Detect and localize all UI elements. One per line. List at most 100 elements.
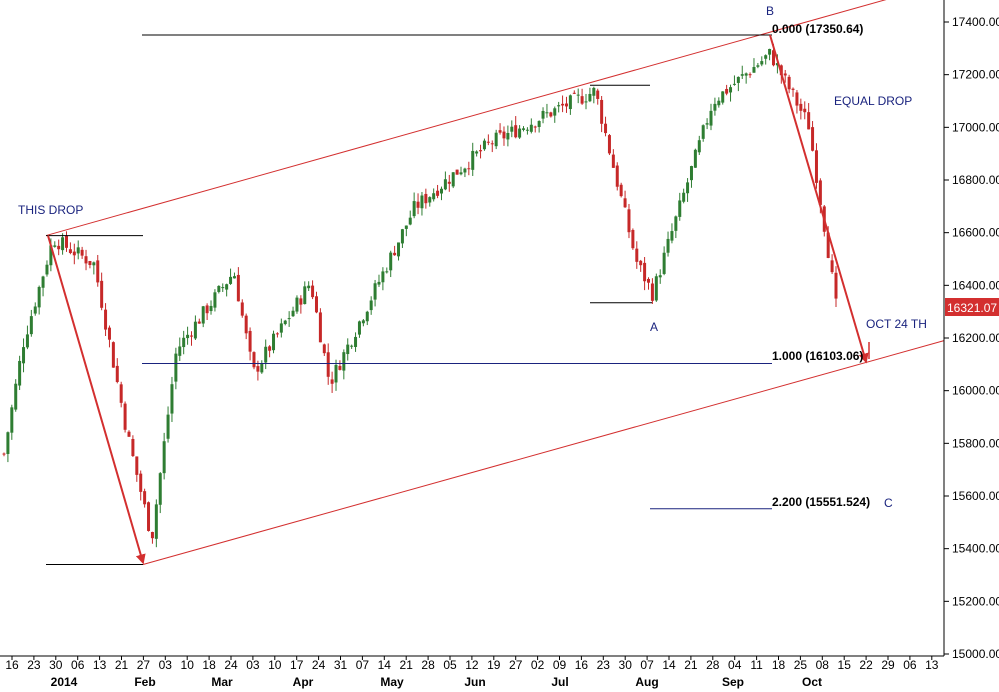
candle-body bbox=[647, 278, 651, 283]
plot-background bbox=[0, 0, 944, 656]
lower-channel-line bbox=[142, 340, 945, 565]
x-tick-label: 06 bbox=[71, 658, 85, 672]
candle-body bbox=[72, 251, 76, 256]
x-tick-label: 02 bbox=[531, 658, 545, 672]
candle-body bbox=[119, 384, 123, 403]
candle-body bbox=[752, 67, 756, 73]
candle-body bbox=[627, 209, 631, 233]
candle-body bbox=[334, 364, 338, 383]
fib-1-label: 1.000 (16103.06) bbox=[772, 349, 863, 363]
candle-body bbox=[572, 92, 576, 94]
candle-body bbox=[397, 242, 401, 257]
candle-body bbox=[420, 195, 424, 209]
candle-body bbox=[482, 140, 486, 150]
candle-body bbox=[408, 217, 412, 225]
y-tick-label: 15000.00 bbox=[952, 647, 999, 661]
candle-body bbox=[330, 379, 334, 384]
candle-body bbox=[275, 333, 279, 335]
candle-body bbox=[494, 132, 498, 147]
candle-body bbox=[154, 504, 158, 539]
candle-body bbox=[307, 285, 311, 289]
candle-body bbox=[498, 130, 502, 133]
x-month-label: May bbox=[380, 675, 404, 689]
candle-body bbox=[576, 94, 580, 96]
candle-body bbox=[287, 318, 291, 320]
candle-body bbox=[303, 286, 307, 305]
last-price-text: 16321.07 bbox=[947, 301, 997, 315]
this-drop-label: THIS DROP bbox=[18, 203, 83, 217]
candle-body bbox=[354, 336, 358, 347]
y-tick-label: 16800.00 bbox=[952, 173, 999, 187]
candle-body bbox=[834, 272, 838, 299]
candle-body bbox=[506, 132, 510, 140]
candle-body bbox=[436, 190, 440, 196]
candle-body bbox=[314, 296, 318, 313]
candle-body bbox=[674, 216, 678, 231]
candle-body bbox=[670, 231, 674, 241]
candle-body bbox=[61, 237, 65, 251]
candle-body bbox=[236, 274, 240, 302]
candle-body bbox=[80, 249, 84, 256]
candle-body bbox=[29, 316, 33, 335]
candle-body bbox=[604, 123, 608, 134]
candle-body bbox=[592, 87, 596, 96]
candle-body bbox=[729, 87, 733, 93]
candle-body bbox=[311, 285, 315, 298]
x-tick-label: 16 bbox=[5, 658, 19, 672]
candle-body bbox=[705, 123, 709, 125]
candle-body bbox=[689, 166, 693, 181]
candle-body bbox=[272, 333, 276, 351]
x-tick-label: 09 bbox=[553, 658, 567, 672]
candle-body bbox=[561, 103, 565, 106]
candle-body bbox=[619, 184, 623, 197]
candle-body bbox=[424, 193, 428, 204]
candle-body bbox=[463, 168, 467, 173]
x-tick-label: 10 bbox=[268, 658, 282, 672]
x-tick-label: 31 bbox=[334, 658, 348, 672]
candle-body bbox=[389, 252, 393, 271]
x-tick-label: 21 bbox=[684, 658, 698, 672]
candle-body bbox=[100, 280, 104, 308]
candle-body bbox=[529, 124, 533, 132]
x-month-label: Feb bbox=[134, 675, 155, 689]
candle-body bbox=[158, 473, 162, 505]
candle-body bbox=[783, 73, 787, 76]
candle-body bbox=[283, 320, 287, 325]
candle-body bbox=[787, 76, 791, 90]
candle-body bbox=[654, 276, 658, 301]
x-month-label: Jul bbox=[551, 675, 568, 689]
x-tick-label: 11 bbox=[750, 658, 763, 672]
target-date-label: OCT 24 TH bbox=[866, 317, 927, 331]
y-tick-label: 17400.00 bbox=[952, 15, 999, 29]
candle-body bbox=[451, 172, 455, 187]
candle-body bbox=[525, 129, 529, 131]
candle-body bbox=[217, 285, 221, 292]
candle-body bbox=[53, 245, 57, 247]
candle-body bbox=[768, 48, 772, 55]
x-tick-label: 14 bbox=[378, 658, 392, 672]
x-tick-label: 21 bbox=[115, 658, 129, 672]
x-tick-label: 24 bbox=[312, 658, 326, 672]
candle-body bbox=[811, 127, 815, 151]
candle-body bbox=[2, 453, 6, 455]
x-axis-ticks: 16 23 30 06 13 21 27 03 10 18 24 03 10 17 24 31 07 14 21 28… bbox=[5, 656, 939, 689]
equal-drop-label: EQUAL DROP bbox=[834, 94, 912, 108]
candle-body bbox=[486, 141, 490, 143]
candles-layer bbox=[2, 43, 838, 548]
candle-body bbox=[252, 352, 256, 368]
x-tick-label: 21 bbox=[400, 658, 414, 672]
candle-body bbox=[447, 181, 451, 184]
candle-body bbox=[193, 321, 197, 339]
candle-body bbox=[557, 105, 561, 107]
candle-body bbox=[713, 103, 717, 111]
point-c-label: C bbox=[884, 496, 893, 510]
candle-body bbox=[686, 182, 690, 194]
x-tick-label: 03 bbox=[246, 658, 260, 672]
candle-body bbox=[568, 95, 572, 110]
candle-body bbox=[57, 245, 61, 250]
candle-body bbox=[221, 287, 225, 289]
candle-body bbox=[697, 140, 701, 153]
candle-body bbox=[186, 334, 190, 339]
fib-0-label: 0.000 (17350.64) bbox=[772, 22, 863, 36]
